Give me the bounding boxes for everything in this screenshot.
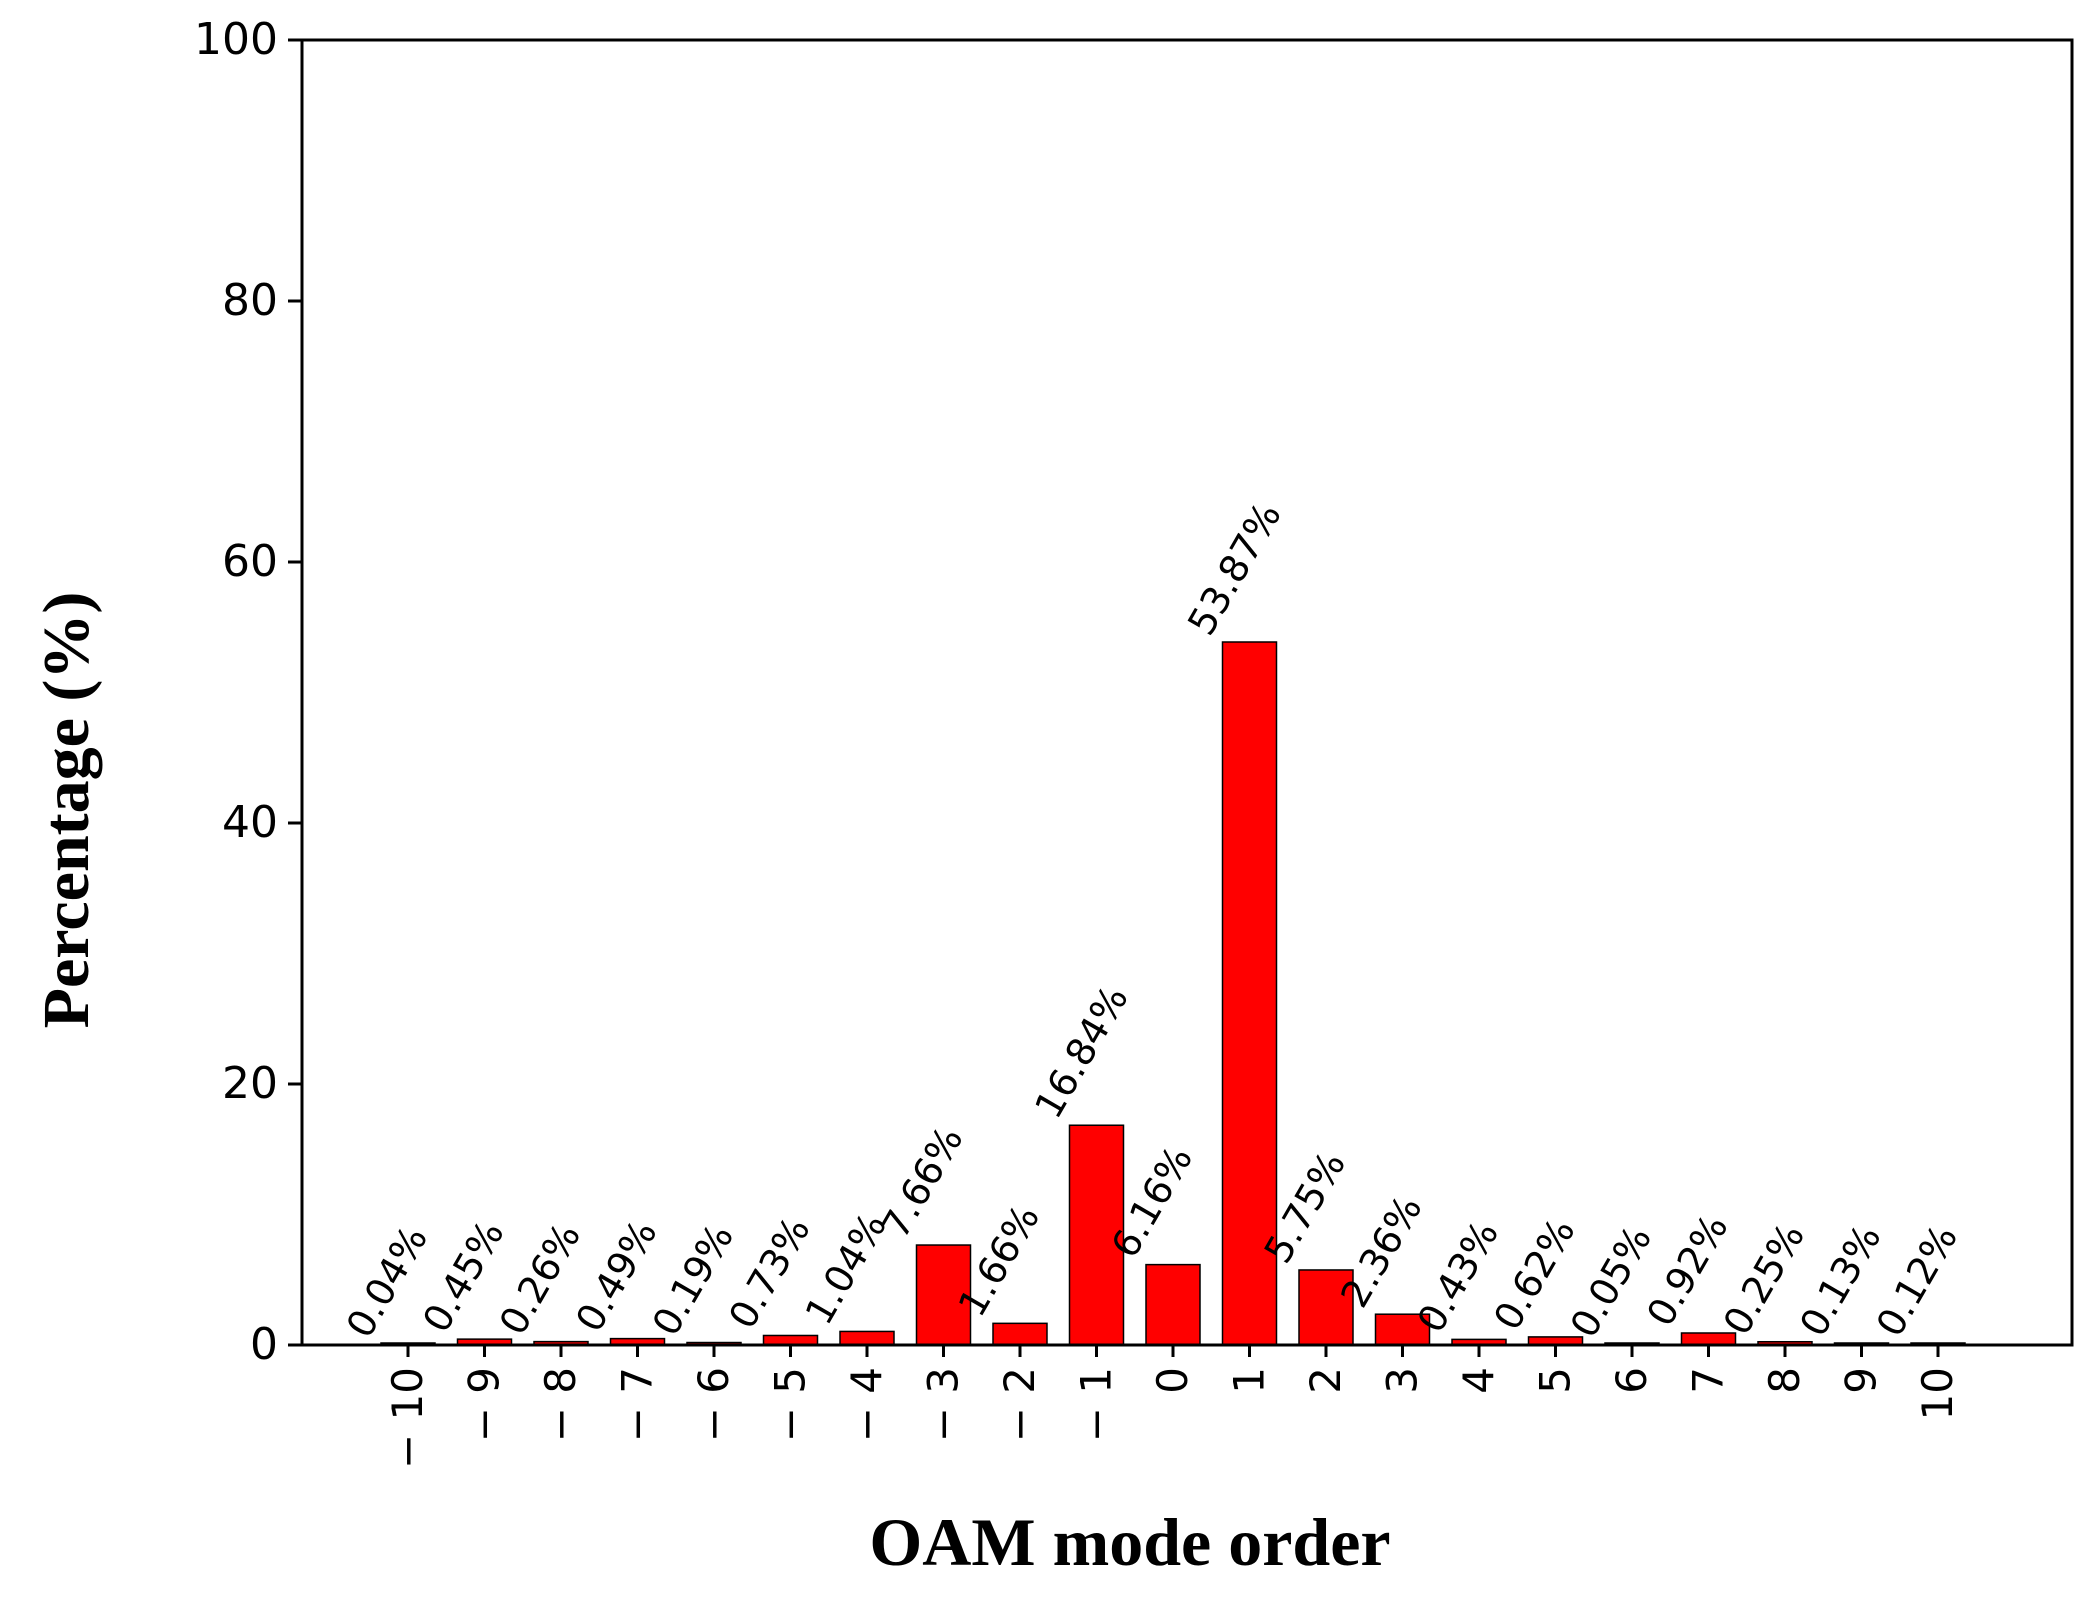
- x-tick-label: 10: [1913, 1367, 1962, 1420]
- x-tick-label: − 4: [842, 1367, 891, 1442]
- data-label: 0.73%: [720, 1209, 818, 1336]
- x-tick-label: 9: [1837, 1367, 1886, 1394]
- y-tick-label: 80: [222, 275, 278, 326]
- x-tick-label: 1: [1225, 1367, 1274, 1394]
- x-tick-label: − 8: [536, 1367, 585, 1442]
- data-labels: 0.04%0.45%0.26%0.49%0.19%0.73%1.04%7.66%…: [338, 495, 1966, 1345]
- bar: [1221, 641, 1278, 1346]
- y-ticks: 0 20 40 60 80 100: [194, 14, 302, 1370]
- data-label: 2.36%: [1332, 1188, 1430, 1315]
- x-tick-label: − 3: [919, 1367, 968, 1442]
- x-tick-label: − 10: [383, 1367, 432, 1469]
- x-tick-label: 2: [1301, 1367, 1350, 1394]
- data-label: 16.84%: [1026, 978, 1137, 1125]
- y-tick-label: 40: [222, 797, 278, 848]
- plot-frame: [300, 38, 2074, 1347]
- data-label: 0.04%: [338, 1218, 436, 1345]
- x-tick-label: 6: [1607, 1367, 1656, 1394]
- bar: [1298, 1269, 1354, 1346]
- x-tick-label: 7: [1684, 1367, 1733, 1394]
- y-tick-label: 60: [222, 536, 278, 587]
- bars-layer: [380, 641, 1966, 1346]
- x-tick-label: 8: [1760, 1367, 1809, 1394]
- x-tick-label: 5: [1531, 1367, 1580, 1394]
- x-tick-label: − 5: [766, 1367, 815, 1442]
- x-tick-label: − 7: [613, 1367, 662, 1442]
- bar: [839, 1330, 895, 1346]
- data-label: 53.87%: [1179, 495, 1290, 642]
- x-tick-label: − 6: [689, 1367, 738, 1442]
- bar: [1145, 1263, 1201, 1346]
- x-tick-label: − 1: [1072, 1367, 1121, 1442]
- x-tick-label: − 2: [995, 1367, 1044, 1442]
- x-tick-label: 4: [1454, 1367, 1503, 1394]
- bar: [915, 1244, 972, 1346]
- y-tick-label: 0: [250, 1319, 278, 1370]
- bar: [992, 1322, 1048, 1346]
- y-axis-title: Percentage (%): [30, 592, 103, 1029]
- y-tick-label: 20: [222, 1058, 278, 1109]
- x-tick-label: 0: [1148, 1367, 1197, 1394]
- x-tick-label: − 9: [460, 1367, 509, 1442]
- x-axis-title: OAM mode order: [869, 1504, 1390, 1580]
- data-label: 0.43%: [1409, 1213, 1507, 1340]
- y-tick-label: 100: [194, 14, 278, 65]
- bar: [1680, 1332, 1737, 1346]
- x-tick-label: 3: [1378, 1367, 1427, 1394]
- data-label: 7.66%: [873, 1119, 971, 1246]
- bar: [1374, 1313, 1431, 1346]
